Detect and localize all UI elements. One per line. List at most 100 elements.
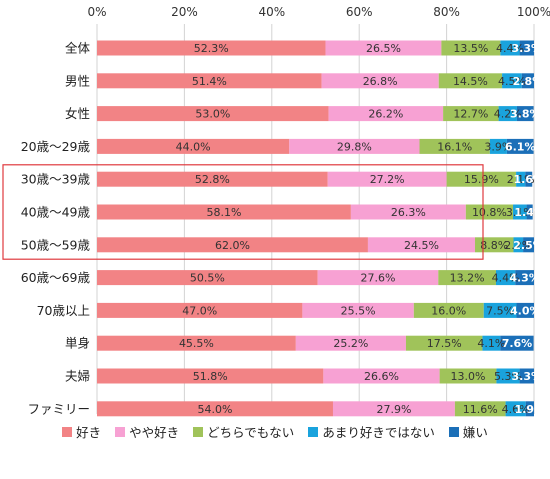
data-label: 62.0%: [215, 239, 250, 252]
bar-segment: [516, 106, 534, 122]
data-label: 29.8%: [337, 140, 372, 153]
bar-segment: [496, 368, 520, 384]
bar-segment: [97, 138, 290, 154]
data-label: 4.2%: [494, 108, 522, 121]
category-label: 30歳～39歳: [21, 172, 91, 187]
bar-segment: [295, 335, 406, 351]
bar-segment: [289, 138, 420, 154]
data-label: 27.9%: [376, 403, 411, 416]
bar-segment: [483, 302, 517, 318]
data-label: 26.5%: [366, 42, 401, 55]
bar-segment: [506, 138, 534, 154]
bar-segment: [516, 171, 526, 187]
bar-segment: [97, 106, 329, 122]
data-label: 4.1%: [477, 337, 505, 350]
data-label: 6.1%: [505, 140, 536, 153]
category-label: 50歳～59歳: [21, 237, 91, 252]
data-label: 53.0%: [195, 108, 230, 121]
bar-segment: [519, 40, 534, 56]
data-label: 8.8%: [480, 239, 508, 252]
data-label: 13.0%: [451, 370, 486, 383]
data-label: 58.1%: [206, 206, 241, 219]
data-label: 2.1%: [507, 173, 535, 186]
data-label: 5.3%: [494, 370, 522, 383]
bar-segment: [443, 106, 499, 122]
data-label: 44.0%: [176, 140, 211, 153]
data-label: 25.5%: [341, 304, 376, 317]
bar-segments: [97, 40, 534, 417]
data-label: 10.8%: [472, 206, 507, 219]
data-label: 3.9%: [484, 140, 512, 153]
legend-swatch: [115, 426, 126, 437]
highlight-box: [2, 164, 484, 260]
data-label: 12.7%: [453, 108, 488, 121]
legend-swatch: [308, 426, 319, 437]
category-label: 40歳～49歳: [21, 205, 91, 220]
data-label: 17.5%: [427, 337, 462, 350]
bar-segment: [438, 73, 503, 89]
data-label: 4.0%: [510, 304, 541, 317]
bar-segment: [317, 270, 439, 286]
bar-segment: [475, 237, 514, 253]
data-label: 7.6%: [502, 337, 533, 350]
x-tick-label: 100%: [517, 5, 550, 19]
category-label: ファミリー: [27, 401, 90, 416]
bar-segment: [465, 204, 514, 220]
bar-segment: [482, 335, 501, 351]
data-labels: 52.3% 26.5% 13.5% 4.4%3.3%51.4% 26.8% 14.5% 4.…: [176, 42, 545, 416]
bar-segment: [500, 40, 520, 56]
bar-segment: [526, 204, 533, 220]
category-label: 単身: [65, 336, 90, 351]
category-label: 60歳～69歳: [21, 270, 91, 285]
bar-segment: [367, 237, 476, 253]
bar-segment: [323, 368, 440, 384]
category-label: 20歳～29歳: [21, 139, 91, 154]
legend-label: 好き: [76, 425, 102, 440]
data-label: 52.3%: [194, 42, 229, 55]
bar-segment: [513, 204, 527, 220]
bar-segment: [321, 73, 439, 89]
bar-segment: [446, 171, 517, 187]
legend-swatch: [193, 426, 204, 437]
data-label: 2.5%: [513, 239, 544, 252]
bar-segment: [438, 270, 496, 286]
data-label: 54.0%: [198, 403, 233, 416]
bar-segment: [454, 401, 506, 417]
x-tick-label: 40%: [258, 5, 285, 19]
legend-label: 嫌い: [462, 425, 488, 440]
bar-segment: [405, 335, 483, 351]
bar-segment: [325, 40, 442, 56]
data-label: 45.5%: [179, 337, 214, 350]
legend-label: やや好き: [129, 425, 180, 440]
data-label: 24.5%: [404, 239, 439, 252]
bar-segment: [521, 73, 534, 89]
data-label: 26.8%: [363, 75, 398, 88]
x-tick-label: 0%: [87, 5, 106, 19]
data-label: 52.8%: [195, 173, 230, 186]
legend-item: 嫌い: [448, 422, 488, 441]
x-tick-label: 20%: [171, 5, 198, 19]
x-tick-label: 60%: [346, 5, 373, 19]
data-label: 16.1%: [437, 140, 472, 153]
data-label: 1.4%: [514, 206, 545, 219]
legend: 好き やや好き どちらでもない あまり好きではない 嫌い: [0, 422, 550, 441]
bar-segment: [515, 270, 534, 286]
legend-swatch: [62, 426, 73, 437]
legend-label: どちらでもない: [207, 425, 295, 440]
legend-swatch: [448, 426, 459, 437]
data-label: 26.3%: [391, 206, 426, 219]
data-label: 4.4%: [496, 42, 524, 55]
data-label: 51.4%: [192, 75, 227, 88]
bar-segment: [350, 204, 466, 220]
data-label: 2.8%: [513, 75, 544, 88]
data-label: 3.1%: [506, 206, 534, 219]
bar-segment: [97, 401, 333, 417]
data-label: 14.5%: [453, 75, 488, 88]
x-tick-label: 80%: [433, 5, 460, 19]
category-label: 夫婦: [65, 369, 90, 384]
data-label: 1.6%: [513, 173, 544, 186]
data-label: 16.0%: [431, 304, 466, 317]
legend-item: あまり好きではない: [308, 422, 435, 441]
bar-segment: [97, 73, 322, 89]
